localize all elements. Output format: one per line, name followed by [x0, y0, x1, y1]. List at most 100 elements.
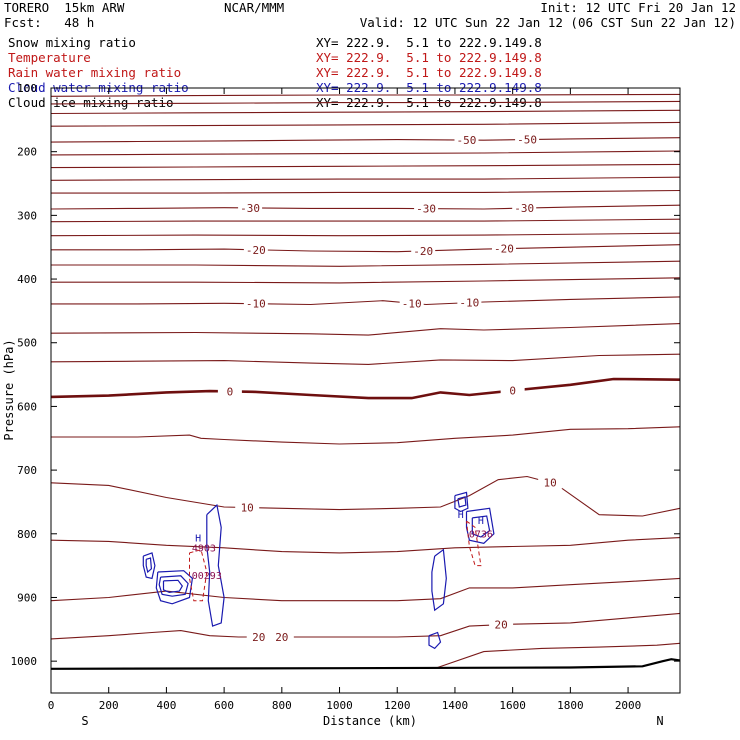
- isotherm--10: [51, 296, 681, 306]
- cloud-water-contour-4: [162, 579, 184, 594]
- isotherm-label--20-0: -20: [246, 244, 266, 257]
- x-ticks: 0 200 400 600 800 1000 1200 1400 1600 1800 2000: [48, 88, 642, 712]
- isotherm-label--30-0: -30: [240, 202, 260, 215]
- isotherm-line-6: [50, 176, 681, 181]
- surface-pressure-line: [50, 658, 681, 670]
- isotherm-line-5: [50, 163, 681, 169]
- surface-line: [50, 658, 681, 670]
- isotherm-0: [50, 377, 681, 400]
- max-label-5: H: [478, 516, 484, 527]
- isotherm-label-bg: [457, 296, 482, 309]
- cloud-water-contour-2: [155, 570, 194, 605]
- valid-time: Valid: 12 UTC Sun 22 Jan 12 (06 CST Sun …: [359, 15, 736, 30]
- isotherm-label-bg: [500, 384, 525, 397]
- max-label-1: 4903: [192, 544, 216, 555]
- x-tick-label-2000: 2000: [615, 699, 642, 712]
- isotherm-label-bg: [491, 242, 516, 255]
- org-label: NCAR/MMM: [224, 0, 285, 15]
- model-title: TORERO 15km ARW: [4, 0, 125, 15]
- rain-contour-1: [466, 520, 482, 567]
- y-tick-label-800: 800: [17, 528, 37, 541]
- isotherm-label-0-0: 0: [227, 385, 234, 398]
- isotherm-label-0-1: 0: [509, 385, 516, 398]
- x-tick-label-1000: 1000: [326, 699, 353, 712]
- isotherm-label-bg: [235, 501, 260, 514]
- cloud-water-contour-6: [431, 548, 447, 612]
- isotherm-line-1: [50, 100, 681, 105]
- isotherm-label-20-0: 20: [252, 631, 265, 644]
- cloud-water-contour-8: [454, 491, 469, 513]
- y-tick-label-100: 100: [17, 82, 37, 95]
- x-tick-label-1800: 1800: [557, 699, 584, 712]
- isotherm-line-3: [50, 121, 681, 127]
- isotherm-label-bg: [269, 630, 294, 643]
- isotherm-line-14: [51, 426, 681, 445]
- isotherm-line-15: [50, 537, 681, 554]
- isotherm-label-bg: [243, 243, 268, 256]
- field-name-rain: Rain water mixing ratio: [8, 65, 182, 80]
- max-label-4: 0736: [469, 530, 493, 541]
- isotherm-line-0: [50, 93, 681, 97]
- south-label: S: [81, 714, 88, 728]
- isotherm-line-16: [50, 577, 681, 602]
- forecast-hour: Fcst: 48 h: [4, 15, 95, 30]
- x-tick-label-1600: 1600: [499, 699, 526, 712]
- rain-contour-0: [189, 549, 208, 602]
- cloud-water-contour-11: [471, 515, 491, 538]
- y-tick-label-300: 300: [17, 209, 37, 222]
- isotherm--20: [51, 244, 681, 253]
- cloud-water-contour-0: [142, 552, 156, 580]
- cloud-water-contours: [142, 491, 495, 650]
- x-axis-title: Distance (km): [323, 714, 417, 728]
- isotherm-line-9: [50, 232, 681, 237]
- isotherm-line-11: [51, 277, 681, 284]
- isotherm-line-8: [50, 218, 681, 223]
- max-label-3: H: [458, 510, 464, 521]
- cloud-water-contour-1: [145, 557, 153, 574]
- labeled-isotherms: -50 -50 -30 -30 -30 -20 -20 -20 -10 -10 -10 0 0 10 10 2…: [50, 133, 681, 644]
- field-xy-rain: XY= 222.9. 5.1 to 222.9.149.8: [316, 65, 542, 80]
- y-tick-label-1000: 1000: [11, 655, 38, 668]
- isotherm-line-10: [51, 260, 681, 267]
- isotherm-label--50-1: -50: [517, 134, 537, 147]
- init-time: Init: 12 UTC Fri 20 Jan 12: [540, 0, 736, 15]
- isotherm-label-bg: [246, 630, 271, 643]
- isotherm-line-2: [50, 109, 681, 115]
- field-name-temperature: Temperature: [8, 50, 91, 65]
- isotherm-label-bg: [238, 201, 263, 214]
- isotherm--30: [50, 204, 681, 210]
- isotherm-label--50-0: -50: [457, 134, 477, 147]
- rain-contours: [189, 520, 482, 602]
- cloud-water-contour-5: [206, 503, 225, 627]
- isotherm--50: [50, 137, 681, 143]
- x-tick-label-600: 600: [214, 699, 234, 712]
- isotherm-line-13: [50, 353, 681, 365]
- x-tick-label-800: 800: [272, 699, 292, 712]
- field-xy-snow: XY= 222.9. 5.1 to 222.9.149.8: [316, 35, 542, 50]
- y-tick-label-500: 500: [17, 337, 37, 350]
- north-label: N: [656, 714, 663, 728]
- isotherm-label-bg: [243, 297, 268, 310]
- cloud-water-contour-3: [158, 575, 189, 597]
- isotherm-label-bg: [515, 133, 540, 146]
- isotherm-label-bg: [399, 297, 424, 310]
- isotherm-label--30-1: -30: [416, 203, 436, 216]
- isotherm-20: [50, 612, 681, 640]
- isotherm-label--20-2: -20: [494, 243, 514, 256]
- isotherm-label--20-1: -20: [413, 245, 433, 258]
- isotherm-label--10-2: -10: [459, 297, 479, 310]
- isotherm-line-7: [51, 189, 681, 194]
- isotherm-label--30-2: -30: [514, 202, 534, 215]
- y-tick-label-400: 400: [17, 273, 37, 286]
- isotherm-label-bg: [512, 202, 537, 215]
- isotherm-label-10-0: 10: [241, 502, 254, 515]
- isotherm-label-bg: [454, 134, 479, 147]
- field-xy-temperature: XY= 222.9. 5.1 to 222.9.149.8: [316, 50, 542, 65]
- y-axis-title: Pressure (hPa): [2, 339, 16, 440]
- plot-frame: [50, 87, 681, 694]
- isotherm-label--10-0: -10: [246, 298, 266, 311]
- isotherm-10: [50, 475, 681, 517]
